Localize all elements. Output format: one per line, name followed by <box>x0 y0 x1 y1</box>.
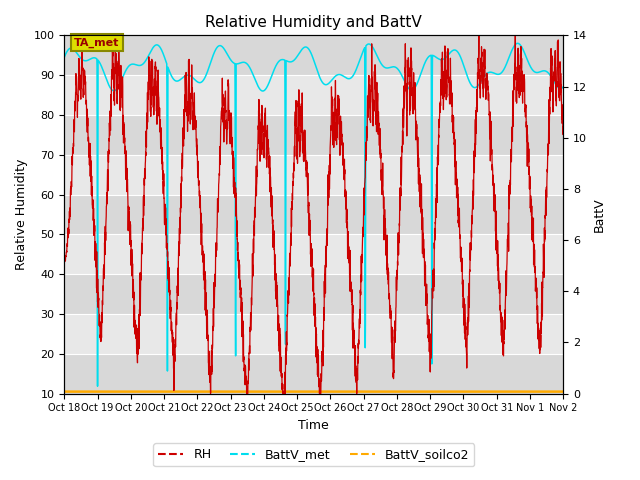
RH <box>147 114 155 120</box>
BattV_soilco2 <box>559 389 567 395</box>
Text: TA_met: TA_met <box>74 37 120 48</box>
X-axis label: Time: Time <box>298 419 329 432</box>
BattV_soilco2 <box>496 389 504 395</box>
BattV_met <box>93 384 101 389</box>
BattV_soilco2 <box>117 389 125 395</box>
Y-axis label: BattV: BattV <box>593 197 605 232</box>
BattV_soilco2 <box>60 389 68 395</box>
BattV_met <box>496 71 504 77</box>
RH <box>273 287 281 293</box>
Bar <box>64 115 563 155</box>
BattV_met <box>252 78 260 84</box>
Line: BattV_met: BattV_met <box>64 43 563 386</box>
RH <box>117 92 125 97</box>
Bar <box>64 234 563 274</box>
BattV_soilco2 <box>273 389 281 395</box>
Bar <box>64 36 563 75</box>
BattV_met <box>550 78 557 84</box>
Legend: RH, BattV_met, BattV_soilco2: RH, BattV_met, BattV_soilco2 <box>154 443 474 466</box>
BattV_soilco2 <box>252 389 259 395</box>
Title: Relative Humidity and BattV: Relative Humidity and BattV <box>205 15 422 30</box>
BattV_met <box>273 60 281 66</box>
RH <box>353 391 360 396</box>
RH <box>252 191 259 197</box>
Bar <box>64 155 563 194</box>
BattV_met <box>514 40 522 46</box>
Y-axis label: Relative Humidity: Relative Humidity <box>15 159 28 270</box>
Line: RH: RH <box>64 36 563 394</box>
Bar <box>64 314 563 354</box>
Bar <box>64 75 563 115</box>
BattV_soilco2 <box>550 389 557 395</box>
BattV_met <box>559 84 567 90</box>
BattV_met <box>147 48 155 54</box>
RH <box>475 33 483 38</box>
RH <box>496 307 504 313</box>
RH <box>559 124 567 130</box>
Bar <box>64 274 563 314</box>
Bar <box>64 194 563 234</box>
BattV_met <box>60 54 68 60</box>
RH <box>60 259 68 265</box>
BattV_soilco2 <box>147 389 155 395</box>
RH <box>550 79 557 84</box>
BattV_met <box>118 77 125 83</box>
Bar <box>64 354 563 394</box>
